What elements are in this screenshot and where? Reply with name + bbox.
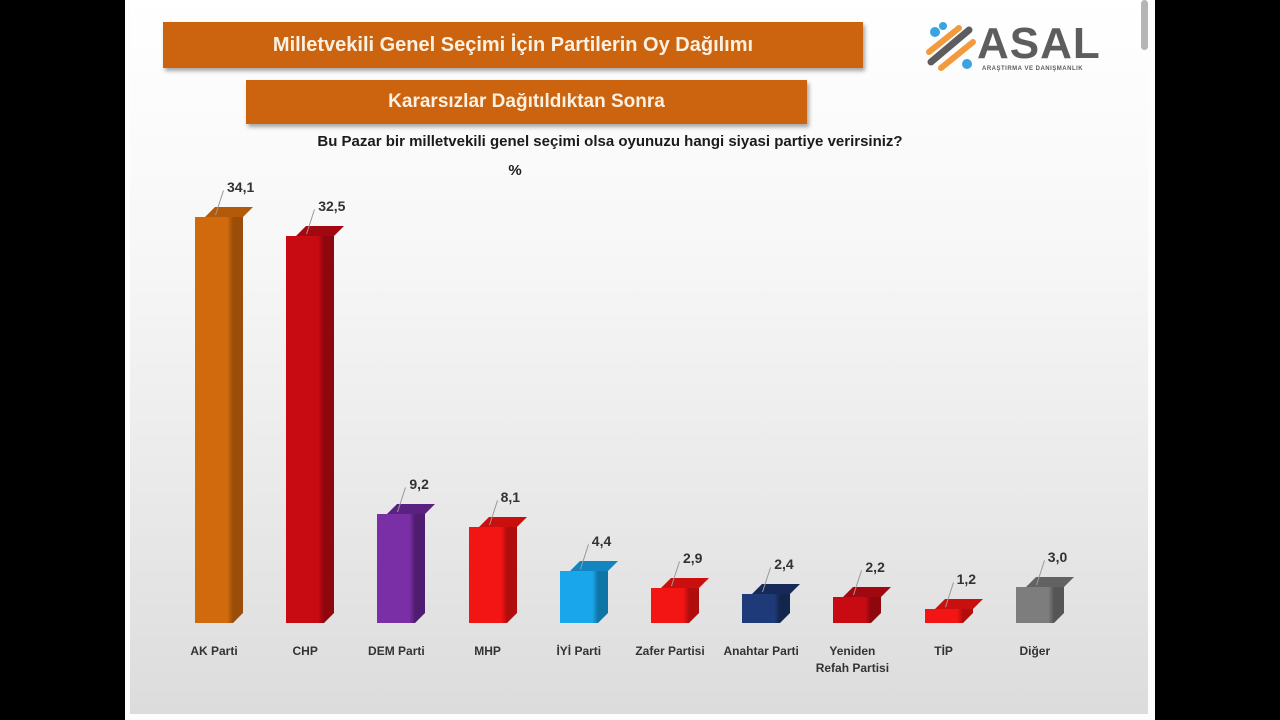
value-label: 3,0 <box>1047 549 1068 565</box>
vertical-scrollbar[interactable] <box>1141 0 1148 50</box>
bar-mhp <box>468 517 527 623</box>
bar-ti-p <box>924 599 983 623</box>
bar-yeniden-refah-partisi <box>833 587 892 623</box>
bar-side-face <box>324 226 335 623</box>
bar-front-face <box>924 609 963 623</box>
bar-side-face <box>506 517 517 623</box>
bar-front-face <box>1015 587 1054 623</box>
chart-title-banner: Milletvekili Genel Seçimi İçin Partileri… <box>163 22 863 68</box>
bar-front-face <box>286 236 325 623</box>
bar-front-face <box>195 217 233 623</box>
value-label: 32,5 <box>318 198 346 214</box>
value-label: 1,2 <box>956 571 977 587</box>
unit-label: % <box>508 162 522 179</box>
category-label: AK Parti <box>190 644 238 658</box>
chart-title: Milletvekili Genel Seçimi İçin Partileri… <box>272 33 754 56</box>
value-label: 2,4 <box>774 556 794 572</box>
bar-i-yi-parti <box>559 561 618 623</box>
category-label: DEM Parti <box>368 644 425 658</box>
bar-front-face <box>559 571 598 623</box>
bar-front-face <box>651 588 689 623</box>
category-label: Diğer <box>1019 644 1051 658</box>
chart-subtitle-banner: Kararsızlar Dağıtıldıktan Sonra <box>246 80 807 124</box>
value-label: 2,2 <box>865 559 885 575</box>
category-label: Yeniden Refah Partisi <box>815 644 890 675</box>
bar-front-face <box>468 527 507 623</box>
bar-diğer <box>1015 577 1074 623</box>
bar-side-face <box>233 207 243 623</box>
asal-logo-mark-icon <box>926 22 976 71</box>
category-label: Anahtar Parti <box>723 644 799 658</box>
value-label: 9,2 <box>409 476 429 492</box>
bar-front-face <box>742 594 781 623</box>
category-label: İYİ Parti <box>556 644 602 658</box>
value-label: 4,4 <box>591 533 612 549</box>
survey-question: Bu Pazar bir milletvekili genel seçimi o… <box>317 133 903 150</box>
category-label: Zafer Partisi <box>635 644 705 658</box>
bar-ak-parti <box>195 207 253 623</box>
bar-side-face <box>415 504 426 623</box>
chart-subtitle: Kararsızlar Dağıtıldıktan Sonra <box>388 91 665 112</box>
category-label: CHP <box>292 644 318 658</box>
logo-wordmark: ASAL <box>977 19 1101 68</box>
bar-front-face <box>377 514 416 623</box>
bar-dem-parti <box>377 504 436 623</box>
value-label: 2,9 <box>683 550 703 566</box>
bar-anahtar-parti <box>742 584 801 623</box>
asal-logo: ASAL ARAŞTIRMA VE DANIŞMANLIK <box>925 20 1115 80</box>
bar-chp <box>286 226 345 623</box>
bar-front-face <box>833 597 872 623</box>
bar-zafer-partisi <box>651 578 709 623</box>
category-label: TİP <box>934 644 953 658</box>
value-label: 34,1 <box>227 179 255 195</box>
logo-tagline: ARAŞTIRMA VE DANIŞMANLIK <box>982 66 1084 72</box>
category-label: MHP <box>474 644 501 658</box>
value-label: 8,1 <box>500 489 521 505</box>
